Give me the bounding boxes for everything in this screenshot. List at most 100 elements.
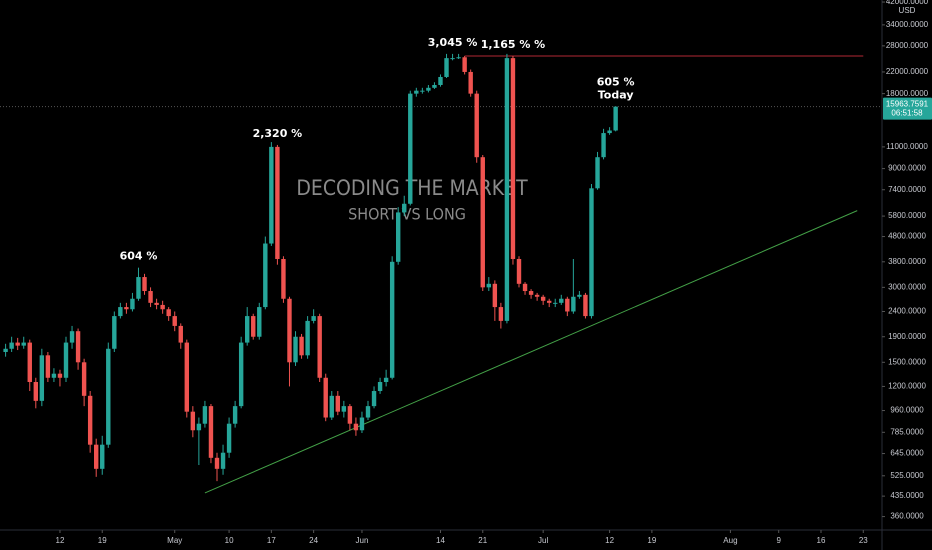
y-tick-label: 18000.0000 bbox=[886, 89, 929, 98]
candle-body bbox=[39, 355, 45, 401]
candle-body bbox=[504, 58, 510, 321]
candle-body bbox=[559, 298, 564, 303]
y-tick-label: 435.0000 bbox=[890, 491, 924, 500]
annotation: 1,165 % % bbox=[481, 38, 546, 51]
candle-body bbox=[299, 336, 304, 356]
candle-body bbox=[232, 406, 238, 424]
x-tick-label: 10 bbox=[225, 536, 234, 545]
y-tick-label: 34000.0000 bbox=[886, 20, 929, 29]
candle-body bbox=[178, 325, 183, 343]
candle-body bbox=[124, 307, 129, 310]
candle-body bbox=[589, 188, 594, 317]
candle-body bbox=[69, 331, 75, 343]
x-tick-label: 12 bbox=[56, 536, 65, 545]
candle-body bbox=[335, 395, 340, 412]
drawn-line bbox=[204, 210, 858, 494]
x-tick-label: 19 bbox=[98, 536, 107, 545]
y-tick-label: 785.0000 bbox=[890, 427, 924, 436]
candle-body bbox=[553, 302, 558, 304]
candle-body bbox=[462, 57, 467, 72]
candle-body bbox=[438, 76, 443, 85]
candle-body bbox=[226, 423, 232, 453]
candle-body bbox=[601, 133, 606, 158]
x-tick-label: 19 bbox=[647, 536, 656, 545]
candle-body bbox=[510, 58, 516, 259]
candle-body bbox=[534, 294, 540, 297]
y-tick-label: 28000.0000 bbox=[886, 41, 929, 50]
candle-body bbox=[311, 316, 316, 321]
candle-body bbox=[547, 300, 552, 303]
currency-label: USD bbox=[899, 6, 916, 15]
candle-body bbox=[426, 87, 431, 91]
candle-body bbox=[184, 342, 189, 412]
candle-body bbox=[414, 90, 419, 94]
annotation: 2,320 % bbox=[253, 127, 303, 140]
x-tick-label: 16 bbox=[817, 536, 826, 545]
candle-body bbox=[142, 277, 147, 292]
candle-body bbox=[136, 277, 141, 299]
candle-body bbox=[480, 157, 485, 288]
candle-body bbox=[323, 377, 328, 418]
candle-body bbox=[190, 411, 196, 431]
y-tick-label: 645.0000 bbox=[890, 449, 924, 458]
candle-body bbox=[9, 342, 14, 349]
candle-body bbox=[269, 146, 274, 244]
candle-body bbox=[238, 342, 244, 407]
candle-body bbox=[33, 382, 38, 401]
candle-body bbox=[317, 316, 322, 378]
price-tag bbox=[883, 97, 932, 120]
candle-body bbox=[371, 391, 377, 407]
candle-body bbox=[15, 342, 20, 346]
candle-body bbox=[377, 382, 383, 392]
y-tick-label: 2400.0000 bbox=[888, 307, 926, 316]
x-tick-label: Jun bbox=[356, 536, 369, 545]
x-tick-label: 21 bbox=[478, 536, 487, 545]
candle-body bbox=[196, 423, 202, 431]
candle-body bbox=[389, 261, 395, 378]
y-tick-label: 9000.0000 bbox=[888, 164, 926, 173]
candle-body bbox=[166, 309, 171, 317]
y-tick-label: 960.0000 bbox=[890, 406, 924, 415]
candle-body bbox=[329, 395, 334, 418]
candle-body bbox=[474, 93, 479, 158]
y-tick-label: 22000.0000 bbox=[886, 67, 929, 76]
y-tick-label: 1900.0000 bbox=[888, 332, 926, 341]
candle-body bbox=[420, 90, 425, 92]
candle-body bbox=[565, 298, 570, 312]
annotation: 605 % bbox=[597, 75, 635, 88]
candle-body bbox=[27, 342, 32, 383]
candle-body bbox=[492, 283, 498, 308]
candle-body bbox=[281, 258, 286, 299]
candle-body bbox=[130, 298, 135, 310]
x-tick-label: Aug bbox=[723, 536, 737, 545]
y-tick-label: 3000.0000 bbox=[888, 282, 926, 291]
candle-body bbox=[3, 348, 8, 352]
annotation: Today bbox=[598, 88, 634, 101]
candle-body bbox=[540, 296, 546, 301]
candle-body bbox=[63, 342, 69, 378]
candle-body bbox=[172, 316, 177, 326]
y-tick-label: 5800.0000 bbox=[888, 211, 926, 220]
candle-body bbox=[456, 57, 461, 59]
candle-body bbox=[498, 307, 504, 321]
candle-body bbox=[305, 320, 310, 356]
y-tick-label: 360.0000 bbox=[890, 512, 924, 521]
x-tick-label: 23 bbox=[859, 536, 868, 545]
candle-body bbox=[613, 106, 618, 131]
candle-body bbox=[383, 377, 389, 383]
y-tick-label: 7400.0000 bbox=[888, 185, 926, 194]
candle-body bbox=[154, 302, 159, 305]
x-tick-label: 9 bbox=[776, 536, 781, 545]
candle-body bbox=[160, 304, 165, 310]
candle-body bbox=[94, 444, 99, 469]
candle-body bbox=[81, 362, 87, 396]
candle-body bbox=[595, 157, 600, 189]
candle-body bbox=[275, 146, 280, 259]
candle-body bbox=[396, 212, 401, 262]
candle-body bbox=[87, 395, 93, 445]
candle-body bbox=[468, 71, 473, 94]
candle-body bbox=[486, 283, 491, 288]
